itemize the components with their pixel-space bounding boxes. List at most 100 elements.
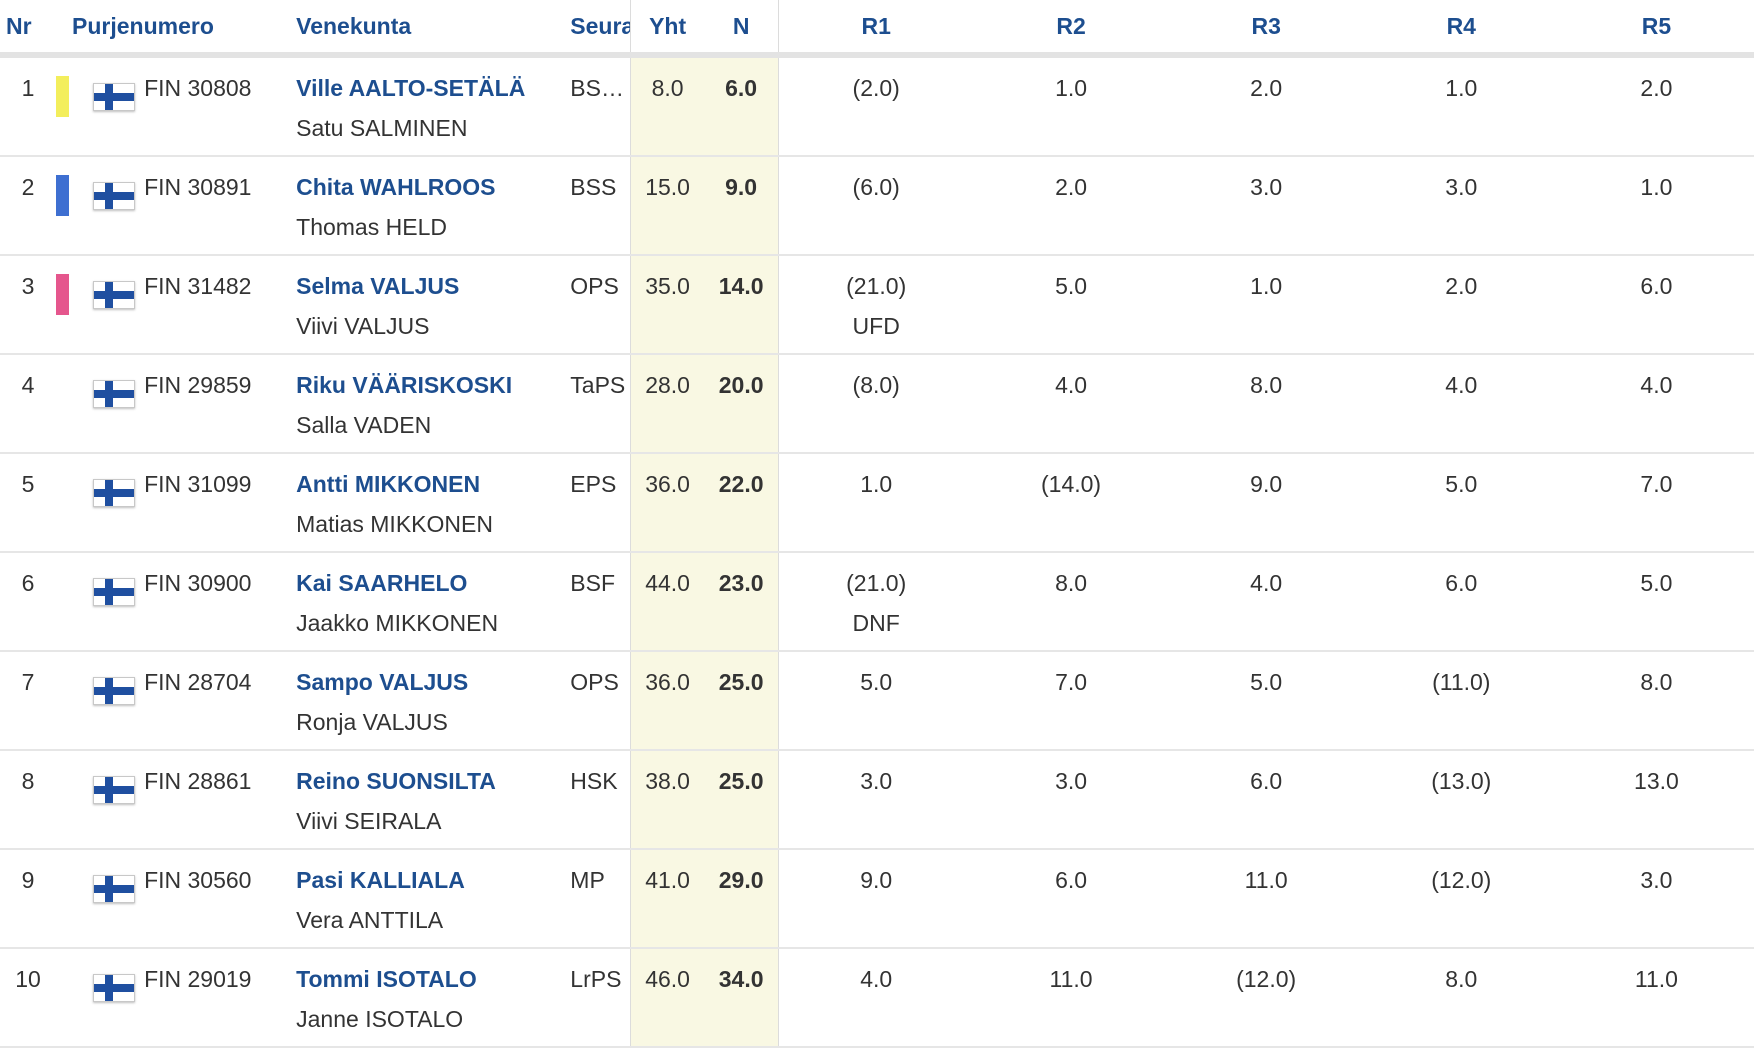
- table-row[interactable]: 4 FIN 29859 Riku VÄÄRISKOSKI Salla VADEN TaP…: [0, 354, 1754, 454]
- club-name: BS…: [570, 75, 624, 101]
- skipper-name[interactable]: Chita WAHLROOS: [296, 174, 496, 200]
- sail-number-cell: FIN 29019: [134, 948, 289, 1048]
- race-score: 3.0: [1445, 174, 1478, 200]
- marker-cell: [56, 55, 73, 157]
- header-r3[interactable]: R3: [1168, 0, 1364, 58]
- table-row[interactable]: 7 FIN 28704 Sampo VALJUS Ronja VALJUS OPS 36.…: [0, 651, 1754, 751]
- total-points: 36.0: [645, 471, 690, 497]
- race-r3-cell: 8.0: [1168, 354, 1364, 454]
- race-score: 1.0: [1445, 75, 1478, 101]
- race-r4-cell: 6.0: [1363, 552, 1559, 652]
- header-r5[interactable]: R5: [1558, 0, 1754, 58]
- race-score: (21.0): [846, 273, 907, 299]
- race-score: 4.0: [1055, 372, 1088, 398]
- race-score: (8.0): [852, 372, 900, 398]
- race-r5-cell: 6.0: [1558, 255, 1754, 355]
- header-club[interactable]: Seura: [562, 0, 631, 58]
- crew-cell: Antti MIKKONEN Matias MIKKONEN: [288, 453, 563, 553]
- crew-name: Thomas HELD: [296, 214, 447, 240]
- race-score: 3.0: [1055, 768, 1088, 794]
- net-points: 23.0: [718, 570, 764, 596]
- race-r1-cell: 1.0: [778, 453, 974, 553]
- sail-number-cell: FIN 28861: [134, 750, 289, 850]
- race-r5-cell: 7.0: [1558, 453, 1754, 553]
- header-r2[interactable]: R2: [973, 0, 1169, 58]
- sail-number: FIN 29859: [144, 372, 252, 398]
- race-r4-cell: 4.0: [1363, 354, 1559, 454]
- skipper-name[interactable]: Pasi KALLIALA: [296, 867, 465, 893]
- race-r5-cell: 2.0: [1558, 55, 1754, 157]
- skipper-name[interactable]: Reino SUONSILTA: [296, 768, 496, 794]
- race-r3-cell: 2.0: [1168, 55, 1364, 157]
- table-row[interactable]: 2 FIN 30891 Chita WAHLROOS Thomas HELD BSS 15…: [0, 156, 1754, 256]
- rank-cell: 1: [0, 55, 57, 157]
- race-score: 4.0: [1640, 372, 1673, 398]
- race-r4-cell: 5.0: [1363, 453, 1559, 553]
- total-cell: 36.0: [629, 453, 705, 553]
- net-cell: 9.0: [704, 156, 779, 256]
- race-r2-cell: 3.0: [973, 750, 1169, 850]
- rank-cell: 7: [0, 651, 57, 751]
- flag-cell: [72, 552, 136, 652]
- race-r5-cell: 8.0: [1558, 651, 1754, 751]
- header-sail-number[interactable]: Purjenumero: [56, 0, 289, 58]
- skipper-name[interactable]: Ville AALTO-SETÄLÄ: [296, 75, 526, 101]
- table-row[interactable]: 1 FIN 30808 Ville AALTO-SETÄLÄ Satu SALMINE…: [0, 55, 1754, 157]
- race-score: 2.0: [1055, 174, 1088, 200]
- race-r5-cell: 1.0: [1558, 156, 1754, 256]
- crew-name: Janne ISOTALO: [296, 1006, 464, 1032]
- race-r1-cell: 3.0: [778, 750, 974, 850]
- net-points: 14.0: [718, 273, 764, 299]
- race-score: 1.0: [1640, 174, 1673, 200]
- finland-flag-icon: [93, 83, 136, 111]
- total-cell: 46.0: [629, 948, 705, 1048]
- skipper-name[interactable]: Selma VALJUS: [296, 273, 460, 299]
- race-r3-cell: 3.0: [1168, 156, 1364, 256]
- net-points: 25.0: [718, 669, 764, 695]
- header-r4[interactable]: R4: [1363, 0, 1559, 58]
- club-cell: BSS: [562, 156, 631, 256]
- race-penalty-code: UFD: [852, 313, 900, 339]
- table-row[interactable]: 10 FIN 29019 Tommi ISOTALO Janne ISOTALO LrP…: [0, 948, 1754, 1048]
- marker-cell: [56, 255, 73, 355]
- race-score: 6.0: [1250, 768, 1283, 794]
- skipper-name[interactable]: Antti MIKKONEN: [296, 471, 481, 497]
- race-score: 11.0: [1634, 966, 1678, 992]
- rank-number: 8: [21, 768, 35, 794]
- skipper-name[interactable]: Sampo VALJUS: [296, 669, 469, 695]
- race-score: (2.0): [852, 75, 900, 101]
- flag-cell: [72, 453, 136, 553]
- table-row[interactable]: 3 FIN 31482 Selma VALJUS Viivi VALJUS OPS 35.…: [0, 255, 1754, 355]
- crew-name: Matias MIKKONEN: [296, 511, 493, 537]
- race-penalty-code: DNF: [852, 610, 900, 636]
- club-name: MP: [570, 867, 605, 893]
- sail-number: FIN 29019: [144, 966, 252, 992]
- marker-cell: [56, 552, 73, 652]
- flag-cell: [72, 156, 136, 256]
- header-crew[interactable]: Venekunta: [288, 0, 563, 58]
- rank-cell: 9: [0, 849, 57, 949]
- race-score: 7.0: [1055, 669, 1088, 695]
- total-cell: 41.0: [629, 849, 705, 949]
- flag-cell: [72, 55, 136, 157]
- skipper-name[interactable]: Tommi ISOTALO: [296, 966, 477, 992]
- race-r1-cell: 4.0: [778, 948, 974, 1048]
- rank-cell: 8: [0, 750, 57, 850]
- skipper-name[interactable]: Riku VÄÄRISKOSKI: [296, 372, 513, 398]
- table-row[interactable]: 5 FIN 31099 Antti MIKKONEN Matias MIKKONEN E…: [0, 453, 1754, 553]
- header-nr[interactable]: Nr: [0, 0, 57, 58]
- header-net[interactable]: N: [704, 0, 779, 58]
- race-r2-cell: 7.0: [973, 651, 1169, 751]
- skipper-name[interactable]: Kai SAARHELO: [296, 570, 468, 596]
- finland-flag-icon: [93, 677, 136, 705]
- table-row[interactable]: 9 FIN 30560 Pasi KALLIALA Vera ANTTILA MP 41.…: [0, 849, 1754, 949]
- flag-cell: [72, 354, 136, 454]
- race-score: 8.0: [1250, 372, 1283, 398]
- net-points: 20.0: [718, 372, 764, 398]
- crew-cell: Tommi ISOTALO Janne ISOTALO: [288, 948, 563, 1048]
- header-total[interactable]: Yht: [629, 0, 705, 58]
- header-r1[interactable]: R1: [778, 0, 974, 58]
- table-row[interactable]: 6 FIN 30900 Kai SAARHELO Jaakko MIKKONEN BSF…: [0, 552, 1754, 652]
- table-row[interactable]: 8 FIN 28861 Reino SUONSILTA Viivi SEIRALA HS…: [0, 750, 1754, 850]
